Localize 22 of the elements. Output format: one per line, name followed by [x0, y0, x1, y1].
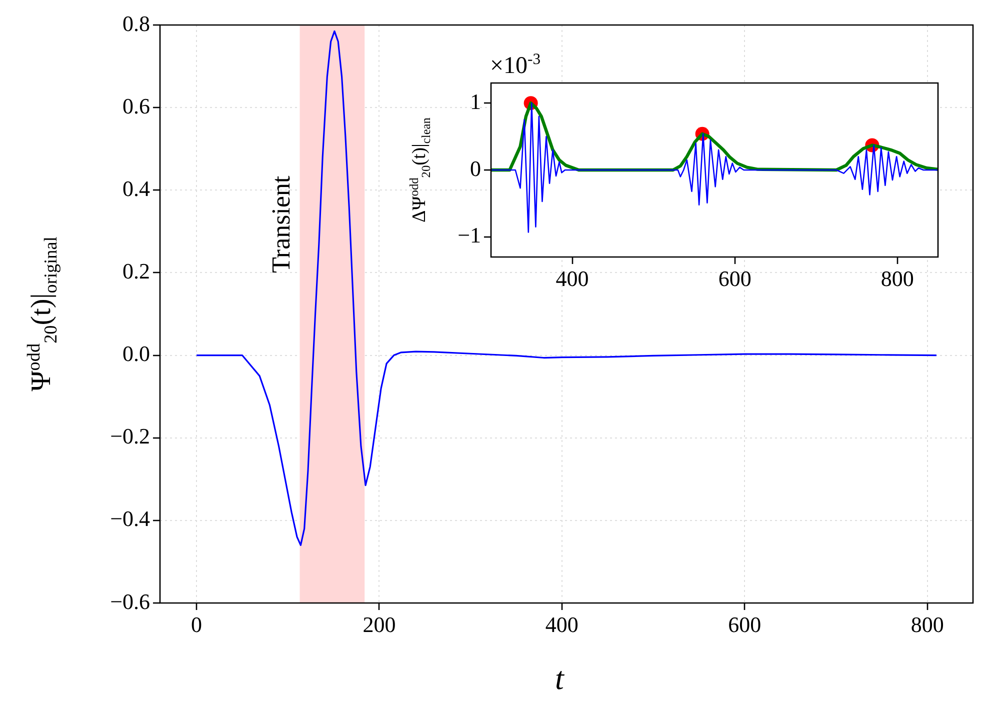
- y-tick-label: −0.6: [110, 588, 150, 614]
- y-tick-label: −0.4: [110, 506, 150, 532]
- y-tick-label: 1: [470, 88, 481, 114]
- x-tick-label: 0: [191, 612, 202, 637]
- y-tick-label: 0.6: [122, 93, 150, 118]
- y-tick-label: −0.2: [110, 424, 150, 449]
- x-tick-label: 600: [728, 612, 762, 637]
- y-tick-label: 0: [470, 156, 481, 181]
- y-tick-label: 0.8: [122, 10, 150, 36]
- x-tick-label: 400: [545, 612, 578, 637]
- x-tick-label: 800: [910, 612, 944, 637]
- annotation: ×10$^{-3}$: [490, 51, 541, 79]
- x-tick-label: 400: [556, 266, 589, 291]
- x-axis-title: t: [555, 660, 564, 696]
- y-tick-label: 0.2: [122, 258, 150, 284]
- x-tick-label: 600: [718, 266, 752, 291]
- x-tick-label: 200: [362, 612, 396, 637]
- y-tick-label: 0.0: [122, 341, 150, 366]
- x-tick-label: 800: [880, 266, 914, 291]
- y-tick-label: −1: [458, 222, 481, 248]
- y-tick-label: 0.4: [122, 176, 150, 201]
- band-label: Transient: [266, 175, 296, 274]
